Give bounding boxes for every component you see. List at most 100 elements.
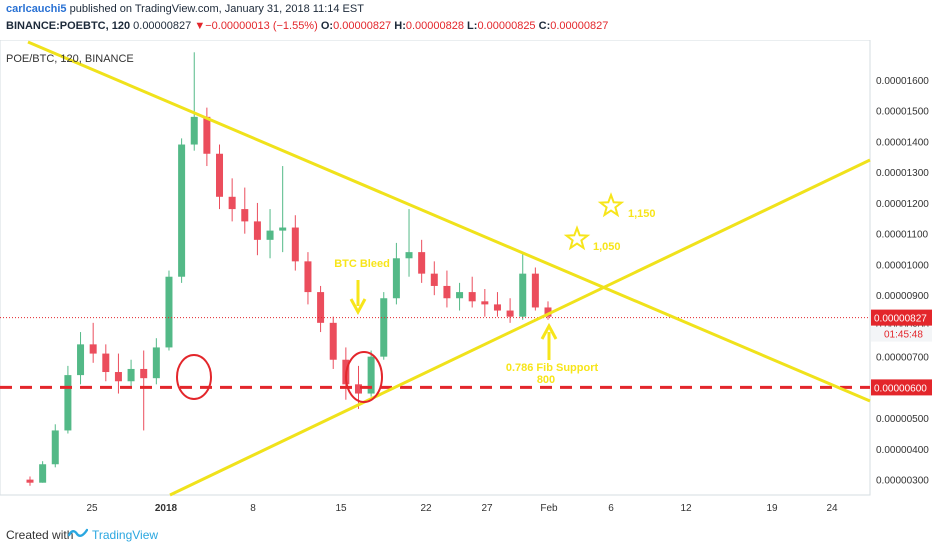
arrow-down-icon	[349, 280, 367, 316]
x-tick-label: 2018	[155, 503, 178, 514]
candle-body	[304, 261, 312, 293]
countdown-tag	[871, 326, 932, 342]
x-tick-label: 22	[420, 503, 432, 514]
resistance-trendline	[27, 40, 871, 403]
low-label: L:	[467, 20, 478, 32]
candle-body	[140, 368, 148, 379]
candle-body	[329, 322, 337, 360]
candle-body	[203, 116, 211, 154]
candle-body	[291, 227, 299, 262]
footer: Created with TradingView	[0, 520, 932, 550]
candle-body	[228, 196, 236, 210]
publish-line: carlcauchi5 published on TradingView.com…	[6, 3, 364, 15]
current-price-tag	[871, 309, 932, 326]
candle-body	[89, 344, 97, 354]
y-tick-label: 0.00001200	[876, 199, 929, 210]
candle-body	[253, 221, 261, 240]
low-value: 0.00000825	[477, 20, 536, 32]
candle-body	[531, 273, 539, 308]
created-with-label: Created with	[6, 528, 74, 542]
high-label: H:	[394, 20, 406, 32]
y-tick-label: 0.00000900	[876, 291, 929, 302]
candle-body	[519, 273, 527, 317]
open-value: 0.00000827	[333, 20, 392, 32]
annotation-fib-support: 0.786 Fib Support	[506, 362, 599, 374]
y-tick-label: 0.00000700	[876, 353, 929, 364]
tradingview-logo-icon	[67, 527, 89, 544]
candle-body	[26, 479, 34, 483]
price-axis: 0.00000300 0.00000400 0.00000500 0.00000700…	[871, 76, 932, 487]
candle-body	[468, 292, 476, 302]
candle-body	[127, 368, 135, 382]
support-price-label: 0.00000600	[874, 383, 927, 394]
close-value: 0.00000827	[550, 20, 609, 32]
x-tick-label: Feb	[540, 503, 558, 514]
publish-info: published on TradingView.com, January 31…	[66, 3, 364, 15]
candle-body	[392, 258, 400, 299]
trend-lines	[0, 40, 871, 497]
candle-body	[418, 252, 426, 274]
y-tick-label: 0.00001000	[876, 260, 929, 271]
annotation-target-1: 1,050	[593, 241, 621, 253]
close-label: C:	[538, 20, 551, 32]
change-arrow: ▼	[194, 20, 206, 32]
support-trendline	[169, 158, 871, 497]
y-tick-label: 0.00000500	[876, 414, 929, 425]
support-price-tag	[871, 379, 932, 396]
y-tick-label: 0.00001400	[876, 137, 929, 148]
candle-body	[367, 356, 375, 394]
high-value: 0.00000828	[405, 20, 464, 32]
last-price: 0.00000827	[133, 20, 192, 32]
ohlc-line: BINANCE:POEBTC, 120 0.00000827 ▼−0.00000…	[6, 20, 608, 32]
candle-body	[405, 252, 413, 259]
candle-body	[354, 384, 362, 394]
candle-body	[443, 285, 451, 299]
candle-body	[493, 304, 501, 311]
candle-body	[279, 227, 287, 231]
candle-body	[544, 307, 552, 317]
x-tick-label: 12	[680, 503, 692, 514]
candle-body	[430, 273, 438, 286]
candle-body	[114, 372, 122, 382]
x-tick-label: 8	[250, 503, 256, 514]
candle-body	[165, 276, 173, 348]
candle-body	[241, 209, 249, 222]
candle-body	[481, 301, 489, 305]
star-icon	[597, 192, 625, 218]
arrow-up-icon	[540, 322, 558, 360]
y-tick-label: 0.00001500	[876, 107, 929, 118]
y-tick-label: 0.00001100	[876, 230, 929, 241]
y-tick-label: 0.00000300	[876, 476, 929, 487]
candle-body	[152, 347, 160, 379]
symbol-label: BINANCE:POEBTC, 120	[6, 20, 131, 32]
candle-body	[317, 292, 325, 323]
change-value: −0.00000013 (−1.55%)	[205, 20, 318, 32]
x-tick-label: 25	[86, 503, 98, 514]
x-tick-label: 6	[608, 503, 614, 514]
chart-legend: POE/BTC, 120, BINANCE	[6, 53, 134, 65]
open-label: O:	[320, 20, 334, 32]
annotation-fib-value: 800	[537, 374, 555, 386]
candle-body	[380, 298, 388, 357]
candle-body	[266, 230, 274, 240]
plot-border	[0, 39, 871, 496]
annotation-btc-bleed: BTC Bleed	[334, 258, 390, 270]
candle-body	[77, 344, 85, 376]
highlight-circle	[345, 351, 383, 403]
candle-body	[216, 153, 224, 197]
x-tick-label: 15	[335, 503, 347, 514]
candle-body	[456, 292, 464, 299]
candle-body	[64, 375, 72, 431]
chart-area[interactable]: BTC Bleed 0.786 Fib Support 800 1,050 1,150 …	[0, 39, 932, 520]
x-tick-label: 24	[826, 503, 838, 514]
candle-body	[190, 116, 198, 145]
star-icon	[563, 225, 591, 251]
candle-body	[51, 430, 59, 465]
author-link[interactable]: carlcauchi5	[6, 3, 67, 15]
tradingview-link[interactable]: TradingView	[92, 528, 159, 542]
highlight-circle	[176, 354, 212, 400]
candle-body	[506, 310, 514, 317]
candle-body	[102, 353, 110, 373]
